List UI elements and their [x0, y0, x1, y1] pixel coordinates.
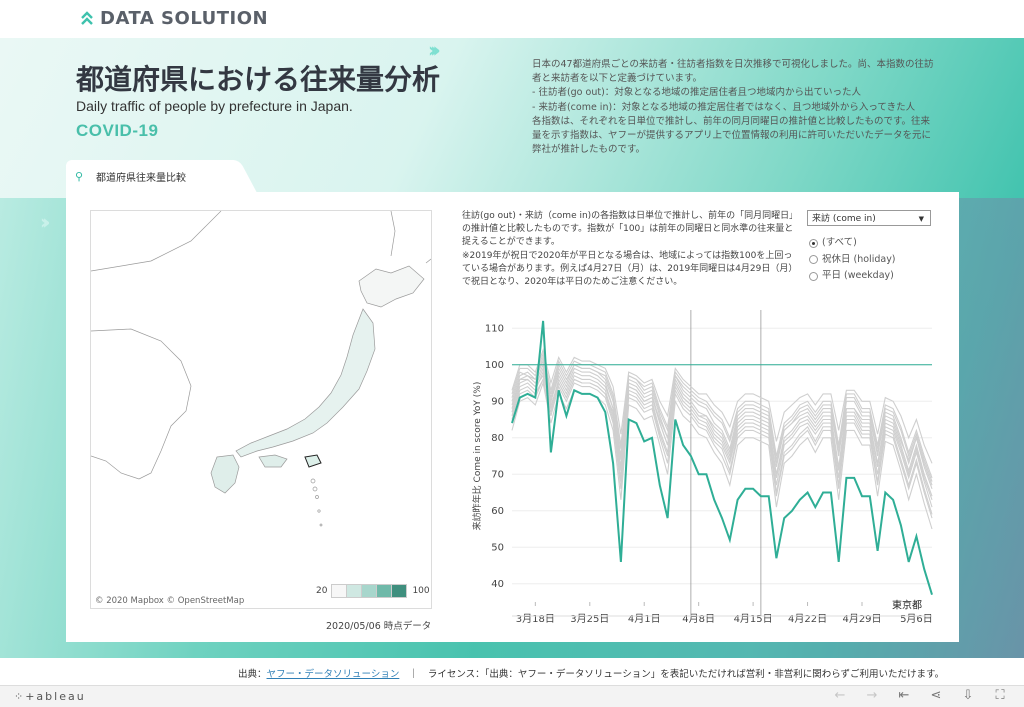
- series-line: [511, 355, 933, 482]
- note-line: の推計値と比較したものです。指数が「100」は前年の同曜日と同水準の往来量と: [462, 224, 792, 235]
- y-tick-label: 60: [491, 506, 504, 517]
- radio-all[interactable]: (すべて): [809, 235, 896, 252]
- description: 日本の47都道府県ごとの来訪者・往訪者指数を日次推移で可視化しました。尚、本指数…: [532, 58, 942, 157]
- x-tick-label: 5月6日: [900, 613, 933, 625]
- brand-chevron-icon: [81, 11, 93, 25]
- x-tick-label: 4月29日: [842, 613, 881, 625]
- brand-logo: DATA SOLUTION: [80, 8, 268, 29]
- page-title: 都道府県における往来量分析: [76, 63, 441, 96]
- y-axis-label: 来訪昨年比 Come in score YoY (%): [471, 382, 483, 531]
- note-line: ている場合があります。例えば4月27日（月）は、2019年同曜日は4月29日（月…: [462, 263, 792, 274]
- map-canvas[interactable]: [91, 211, 431, 608]
- japan-map[interactable]: © 2020 Mapbox © OpenStreetMap 20 100: [90, 210, 432, 609]
- series-line: [511, 362, 933, 497]
- map-legend: 20 100: [316, 584, 430, 598]
- y-tick-label: 40: [491, 579, 504, 590]
- series-line: [511, 348, 933, 464]
- series-label-tokyo: 東京都: [892, 599, 922, 612]
- y-tick-label: 110: [485, 323, 504, 334]
- radio-label: (すべて): [822, 237, 857, 248]
- description-line: - 往訪者(go out)：対象となる地域の推定居住者且つ地域内から出ていった人: [532, 87, 861, 99]
- tab-prefecture-comparison[interactable]: ⚲ 都道府県往来量比較: [66, 160, 230, 192]
- x-tick-label: 4月22日: [788, 613, 827, 625]
- note-line: 捉えることができます。: [462, 237, 560, 248]
- radio-holiday[interactable]: 祝休日 (holiday): [809, 252, 896, 269]
- legend-swatch: [361, 584, 378, 598]
- series-line: [511, 370, 933, 508]
- x-tick-label: 3月25日: [570, 613, 609, 625]
- y-tick-label: 80: [491, 433, 504, 444]
- tableau-toolbar: ⁘+ableau ← → ⇤ ⋖ ⇩ ⛶: [0, 685, 1024, 707]
- data-as-of: 2020/05/06 時点データ: [326, 621, 432, 632]
- y-tick-label: 100: [485, 360, 504, 371]
- dropdown-arrow-icon: ▼: [918, 215, 924, 223]
- day-filter: (すべて) 祝休日 (holiday) 平日 (weekday): [809, 235, 896, 285]
- metric-select[interactable]: 来訪 (come in) ▼: [807, 210, 931, 226]
- description-line: 各指数は、それぞれを日単位で推計し、前年の同月同曜日の推計値と比較したものです。…: [532, 115, 931, 127]
- footer-source: 出典：ヤフー・データソリューション ｜ ライセンス：「出典：ヤフー・データソリュ…: [238, 666, 944, 680]
- description-line: 者と来訪者を以下と定義づけています。: [532, 73, 703, 85]
- revert-icon[interactable]: ⇤: [898, 688, 910, 703]
- legend-min: 20: [316, 586, 328, 596]
- legend-max: 100: [412, 586, 430, 596]
- x-tick-label: 3月18日: [516, 613, 555, 625]
- decorative-chevron-icon: ››: [40, 210, 51, 234]
- toolbar-icons: ← → ⇤ ⋖ ⇩ ⛶: [824, 688, 1016, 703]
- y-tick-label: 70: [491, 469, 504, 480]
- series-line-tokyo: [511, 320, 933, 595]
- radio-weekday[interactable]: 平日 (weekday): [809, 268, 896, 285]
- source-link[interactable]: ヤフー・データソリューション: [266, 669, 400, 680]
- come-in-line-chart[interactable]: 40 50 60 70 80 90 100 110 3月18日 3月25日 4月1日 4月8日 4月15…: [462, 302, 952, 637]
- legend-swatch: [376, 584, 393, 598]
- brand-name: DATA SOLUTION: [100, 8, 269, 29]
- topic-tag: COVID-19: [76, 121, 159, 140]
- y-tick-label: 90: [491, 396, 504, 407]
- y-tick-label: 50: [491, 542, 504, 553]
- series-line: [511, 377, 933, 515]
- tab-label: 都道府県往来量比較: [96, 173, 186, 184]
- source-label: 出典：: [238, 669, 267, 680]
- description-line: 弊社が推計したものです。: [532, 144, 646, 156]
- radio-label: 平日 (weekday): [822, 270, 894, 281]
- note-line: で祝日となり、2020年は平日のためご注意ください。: [462, 277, 683, 288]
- footer: 出典：ヤフー・データソリューション ｜ ライセンス：「出典：ヤフー・データソリュ…: [0, 658, 1024, 685]
- radio-selected-icon: [809, 238, 818, 248]
- description-line: 日本の47都道府県ごとの来訪者・往訪者指数を日次推移で可視化しました。尚、本指数…: [532, 59, 934, 70]
- note-line: 往訪(go out)・来訪（come in)の各指数は日単位で推計し、前年の「同…: [462, 211, 792, 221]
- tableau-logo[interactable]: ⁘+ableau: [14, 690, 86, 703]
- note-line: ※2019年が祝日で2020年が平日となる場合は、地域によっては指数100を上回…: [462, 250, 792, 261]
- license-text: ｜ ライセンス：「出典：ヤフー・データソリューション」を表記いただければ営利・非…: [408, 669, 945, 680]
- share-icon[interactable]: ⋖: [930, 688, 942, 703]
- legend-swatch: [346, 584, 363, 598]
- download-icon[interactable]: ⇩: [962, 688, 974, 703]
- series-line: [511, 366, 933, 486]
- x-tick-label: 4月15日: [734, 613, 773, 625]
- radio-unselected-icon: [809, 271, 818, 281]
- radio-unselected-icon: [809, 255, 818, 265]
- description-line: - 来訪者(come in)：対象となる地域の推定居住者ではなく、且つ地域外から…: [532, 101, 916, 113]
- x-tick-label: 4月1日: [628, 613, 661, 625]
- fullscreen-icon[interactable]: ⛶: [995, 688, 1005, 703]
- redo-icon[interactable]: →: [866, 688, 878, 703]
- legend-swatch: [391, 584, 408, 598]
- top-bar: DATA SOLUTION: [0, 0, 1024, 38]
- undo-icon[interactable]: ←: [834, 688, 846, 703]
- walking-person-icon: ⚲: [75, 170, 84, 183]
- metric-select-value: 来訪 (come in): [812, 214, 876, 224]
- radio-label: 祝休日 (holiday): [822, 253, 896, 265]
- chart-note: 往訪(go out)・来訪（come in)の各指数は日単位で推計し、前年の「同…: [462, 210, 792, 289]
- legend-swatch: [331, 584, 348, 598]
- map-credit: © 2020 Mapbox © OpenStreetMap: [95, 596, 245, 606]
- description-line: 量を示す指数は、ヤフーが提供するアプリ上で位置情報の利用に許可いただいたデータを…: [532, 130, 932, 142]
- series-line: [511, 377, 933, 519]
- x-tick-label: 4月8日: [682, 613, 715, 625]
- page-subtitle: Daily traffic of people by prefecture in…: [76, 98, 353, 114]
- dashboard-panel: © 2020 Mapbox © OpenStreetMap 20 100 202…: [66, 192, 959, 642]
